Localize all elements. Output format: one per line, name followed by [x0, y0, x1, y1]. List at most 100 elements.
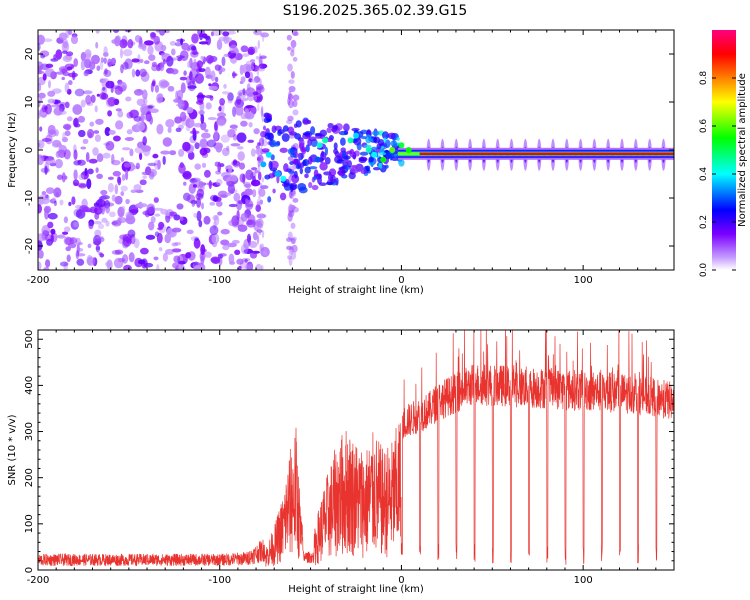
transition-blob [341, 150, 347, 159]
noise-blob [41, 190, 47, 196]
noise-blob [125, 169, 129, 181]
noise-blob [192, 184, 198, 188]
x-tick-label: 100 [574, 275, 593, 286]
noise-blob [194, 73, 205, 84]
noise-blob [200, 202, 205, 210]
noise-blob [38, 157, 43, 165]
y-tick-label: -20 [24, 238, 35, 254]
noise-blob [233, 192, 241, 202]
noise-blob [171, 242, 179, 247]
noise-blob [258, 53, 262, 63]
transition-blob [319, 129, 328, 137]
noise-blob [248, 241, 258, 248]
noise-blob [191, 33, 199, 44]
transition-blob [333, 142, 338, 150]
signal-ridge [586, 152, 596, 156]
noise-blob [93, 130, 100, 134]
noise-blob [135, 69, 141, 77]
noise-blob [125, 215, 136, 225]
noise-blob [135, 121, 146, 132]
noise-blob [160, 150, 171, 155]
signal-ridge [487, 152, 497, 156]
noise-blob [257, 39, 260, 50]
noise-blob [232, 71, 236, 79]
transition-blob [293, 158, 301, 166]
noise-blob [219, 98, 226, 106]
noise-blob [208, 85, 219, 91]
noise-blob [72, 104, 83, 115]
noise-blob [47, 98, 56, 104]
noise-blob [244, 71, 251, 79]
noise-blob [259, 78, 262, 87]
transition-blob [318, 182, 327, 187]
signal-ridge [512, 152, 522, 156]
signal-blob [274, 171, 281, 177]
noise-blob [214, 76, 219, 83]
noise-blob [194, 237, 199, 241]
noise-blob [226, 145, 230, 152]
noise-blob [85, 94, 92, 105]
transition-blob [294, 133, 302, 140]
noise-blob [38, 34, 45, 45]
noise-blob [220, 228, 230, 235]
noise-blob [232, 134, 238, 141]
spectrogram-y-label: Frequency (Hz) [7, 112, 18, 188]
transition-blob [270, 154, 275, 161]
noise-blob [50, 234, 55, 243]
noise-blob [153, 256, 159, 261]
noise-blob [150, 216, 156, 224]
noise-blob [242, 53, 250, 57]
noise-blob [198, 220, 203, 228]
noise-blob [115, 120, 124, 130]
noise-blob [245, 104, 254, 109]
noise-blob [158, 221, 165, 229]
signal-ridge [475, 152, 485, 156]
noise-blob [229, 44, 238, 54]
transition-blob [343, 123, 350, 132]
y-tick-label: 0 [24, 567, 35, 573]
transition-blob [311, 184, 319, 191]
noise-blob [259, 87, 262, 94]
transition-blob [302, 119, 310, 125]
noise-blob [88, 61, 96, 71]
x-tick-label: 100 [574, 575, 593, 586]
noise-blob [256, 199, 260, 206]
noise-blob [199, 32, 204, 41]
noise-blob [41, 138, 52, 142]
noise-blob [261, 243, 264, 252]
noise-blob [261, 177, 264, 183]
noise-blob [61, 41, 70, 53]
noise-blob [126, 129, 133, 135]
noise-blob [232, 159, 238, 166]
noise-blob [173, 255, 181, 263]
noise-blob [238, 162, 246, 170]
noise-blob [251, 79, 257, 83]
noise-blob [131, 68, 136, 78]
signal-blob [353, 132, 359, 139]
noise-blob [290, 70, 295, 79]
noise-blob [42, 73, 47, 81]
noise-blob [259, 55, 267, 60]
noise-blob [41, 104, 47, 113]
noise-blob [47, 212, 58, 220]
transition-blob [267, 132, 275, 141]
noise-blob [176, 55, 185, 59]
signal-blob [280, 175, 287, 182]
noise-blob [261, 138, 268, 147]
noise-blob [253, 128, 260, 135]
noise-blob [242, 173, 246, 185]
noise-blob [256, 218, 264, 228]
noise-blob [124, 58, 133, 70]
signal-ridge [660, 152, 670, 156]
noise-blob [261, 112, 264, 123]
noise-blob [240, 212, 248, 222]
signal-ridge [481, 152, 491, 156]
noise-blob [215, 200, 223, 207]
noise-blob [200, 121, 207, 131]
signal-ridge [580, 152, 590, 156]
noise-blob [66, 254, 71, 263]
noise-blob [55, 49, 63, 60]
noise-blob [204, 251, 212, 258]
transition-blob [360, 170, 368, 175]
noise-blob [119, 38, 128, 49]
